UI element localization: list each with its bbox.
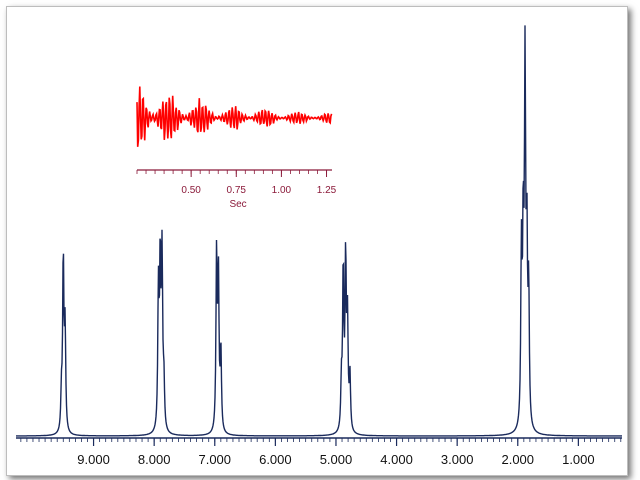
spectrum-tick-label: 2.000 <box>501 452 534 467</box>
fid-axis-label: Sec <box>229 199 246 210</box>
spectrum-tick-label: 4.000 <box>380 452 413 467</box>
fid-waveform <box>136 86 333 147</box>
spectrum-tick-label: 3.000 <box>441 452 474 467</box>
fid-x-axis: 0.50 0.75 1.00 1.25 Sec <box>136 169 337 210</box>
fid-tick-label: 1.25 <box>317 185 337 196</box>
fid-tick-label: 0.75 <box>227 185 247 196</box>
spectrum-x-axis: 9.000 8.000 7.000 6.000 5.000 4.000 3.000 2.000… <box>16 437 622 467</box>
spectrum-tick-label: 8.000 <box>138 452 171 467</box>
spectrum-tick-label: 6.000 <box>259 452 292 467</box>
spectrum-tick-label: 9.000 <box>77 452 110 467</box>
fid-tick-label: 1.00 <box>272 185 292 196</box>
spectrum-tick-label: 7.000 <box>198 452 231 467</box>
fid-tick-label: 0.50 <box>181 185 201 196</box>
fid-inset-plot <box>136 86 333 147</box>
spectrum-line <box>16 25 622 437</box>
spectrum-tick-label: 5.000 <box>320 452 353 467</box>
spectrum-plot <box>16 25 622 437</box>
spectrum-tick-label: 1.000 <box>562 452 595 467</box>
